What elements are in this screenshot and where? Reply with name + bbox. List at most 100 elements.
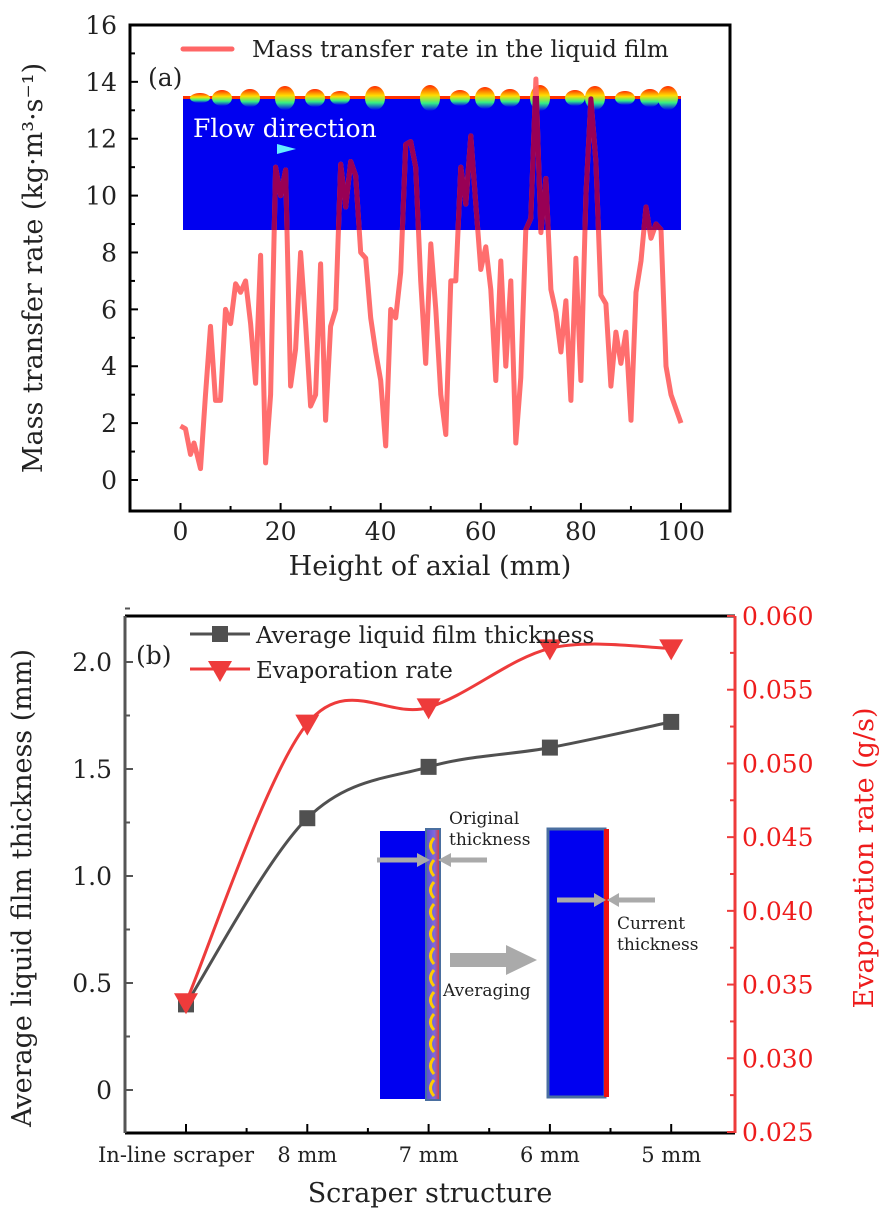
y-tick-label-b-right: 0.030 [742, 1044, 814, 1073]
wave-bump [640, 89, 660, 107]
panel-label-a: (a) [148, 63, 182, 92]
current-thickness-label-1: Current [617, 914, 685, 934]
arrowhead-icon [607, 893, 619, 907]
x-tick-label-b: 6 mm [520, 1143, 580, 1167]
x-tick-label-a: 60 [465, 517, 497, 546]
x-tick-label-b: 8 mm [277, 1143, 337, 1167]
film-wave [429, 859, 436, 877]
y-tick-label-a: 0 [101, 466, 117, 495]
evaporation-marker [174, 993, 198, 1015]
y-tick-label-a: 12 [85, 125, 117, 154]
current-thickness-label-2: thickness [617, 935, 699, 955]
wave-bump [420, 85, 440, 111]
x-tick-label-a: 80 [565, 517, 597, 546]
y-axis-title-a: Mass transfer rate (kg·m³·s⁻¹) [18, 63, 49, 473]
current-film-strip [604, 829, 609, 1097]
original-fluid-block [380, 831, 427, 1099]
wave-bump [500, 89, 520, 107]
y-tick-label-b-right: 0.060 [742, 602, 814, 631]
flow-direction-arrow-icon [277, 144, 296, 154]
panel-b: Original Averaging Current thickness thi… [7, 602, 880, 1209]
y-tick-label-a: 14 [85, 68, 117, 97]
y-axis-title-b-left: Average liquid film thickness (mm) [7, 649, 38, 1128]
y-tick-label-a: 4 [101, 352, 117, 381]
x-tick-label-a: 100 [657, 517, 705, 546]
x-axis-title-b: Scraper structure [308, 1178, 553, 1209]
film-wave [429, 1013, 436, 1031]
film-wave [429, 837, 436, 855]
x-tick-label-a: 0 [173, 517, 189, 546]
thickness-marker [663, 713, 680, 730]
film-wave [429, 903, 436, 921]
mass-transfer-line-overlay [271, 96, 664, 230]
mass-transfer-series [179, 76, 684, 472]
legend-label-evaporation: Evaporation rate [256, 658, 453, 684]
x-axis-title-a: Height of axial (mm) [289, 551, 572, 582]
legend-marker-square-icon [212, 626, 228, 642]
axes-b: In-line scraper 8 mm 7 mm 6 mm 5 mm 0 0.5 1.0 1.… [72, 602, 813, 1167]
evaporation-marker [659, 639, 684, 661]
y-tick-label-b-right: 0.035 [742, 971, 814, 1000]
arrowhead-icon [594, 893, 606, 907]
y-tick-label-b-left: 0.5 [72, 969, 112, 998]
arrowhead-icon [438, 853, 451, 867]
film-wave-pattern [429, 837, 436, 1097]
film-wave [429, 947, 436, 965]
wave-bump [658, 86, 678, 110]
averaging-arrow-icon [506, 945, 537, 975]
evaporation-marker [295, 714, 320, 736]
arrowhead-icon [417, 853, 430, 867]
x-tick-label-a: 40 [365, 517, 397, 546]
y-tick-label-b-right: 0.025 [742, 1118, 814, 1147]
panel-label-b: (b) [136, 641, 172, 670]
legend-label-mass-transfer: Mass transfer rate in the liquid film [252, 37, 669, 63]
wave-bump [450, 90, 470, 106]
original-thickness-label-1: Original [449, 809, 519, 829]
evaporation-marker [537, 639, 562, 661]
film-wave [429, 881, 436, 899]
legend-label-thickness: Average liquid film thickness [255, 623, 594, 649]
wave-bump [585, 86, 605, 110]
wave-bump [240, 89, 260, 107]
panel-b-series [174, 639, 684, 1015]
inset-film-diagram: Original Averaging Current thickness thi… [377, 809, 699, 1101]
y-tick-label-b-left: 2.0 [72, 648, 112, 677]
wave-bump [305, 89, 325, 107]
film-wave [429, 1057, 436, 1075]
evaporation-line [184, 642, 672, 1003]
wave-bump [275, 86, 295, 110]
y-tick-label-b-left: 0 [96, 1076, 112, 1105]
y-tick-label-b-right: 0.050 [742, 749, 814, 778]
wave-bump [565, 90, 585, 106]
y-tick-label-a: 6 [101, 295, 117, 324]
film-wave [429, 991, 436, 1009]
wave-bump [190, 93, 210, 103]
x-tick-label-a: 20 [265, 517, 297, 546]
y-tick-label-a: 16 [85, 11, 117, 40]
current-fluid-block [546, 827, 607, 1099]
wave-bump [330, 91, 350, 105]
film-wave [429, 1079, 436, 1097]
legend-marker-triangle-icon [208, 661, 232, 682]
thickness-marker [299, 810, 316, 827]
original-thickness-label-2: thickness [449, 830, 531, 850]
film-wave [429, 969, 436, 987]
x-tick-label-b: 5 mm [641, 1143, 701, 1167]
flow-direction-label: Flow direction [193, 114, 377, 143]
wave-bump [365, 86, 385, 110]
wave-bump [475, 87, 495, 109]
thickness-marker [420, 758, 437, 775]
averaging-label: Averaging [442, 981, 531, 1001]
film-wave [429, 1035, 436, 1053]
y-tick-label-b-right: 0.040 [742, 897, 814, 926]
panel-a: Flow direction 0 20 40 60 80 100 0 2 4 6 8 10 12 14 16… [18, 11, 732, 582]
y-tick-label-b-right: 0.045 [742, 823, 814, 852]
y-tick-label-b-left: 1.5 [72, 755, 112, 784]
wave-bump [615, 91, 635, 105]
axes-a: 0 20 40 60 80 100 0 2 4 6 8 10 12 14 16 [85, 11, 705, 546]
y-axis-title-b-right: Evaporation rate (g/s) [849, 707, 880, 1008]
thickness-marker [541, 739, 558, 756]
y-tick-label-b-right: 0.055 [742, 676, 814, 705]
x-tick-label-b: 7 mm [399, 1143, 459, 1167]
